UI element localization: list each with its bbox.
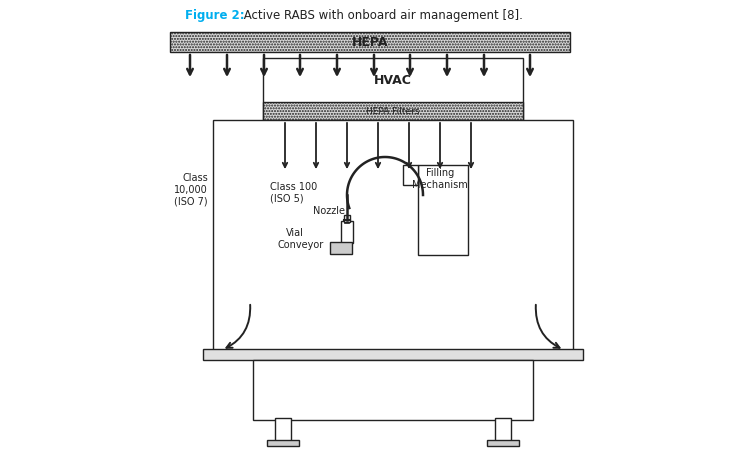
Bar (263, 58, 523, 120)
Bar (213, 120, 573, 355)
Bar (330, 242, 352, 254)
Bar (263, 102, 523, 120)
Text: Figure 2:: Figure 2: (185, 9, 244, 22)
Bar (403, 165, 418, 185)
Bar (344, 215, 350, 222)
Text: HEPA Filters: HEPA Filters (366, 107, 420, 116)
Text: Active RABS with onboard air management [8].: Active RABS with onboard air management … (240, 9, 523, 22)
Bar (170, 32, 570, 52)
Bar (253, 360, 533, 420)
Bar (418, 165, 468, 255)
Text: HEPA: HEPA (352, 36, 389, 49)
Bar (275, 418, 291, 442)
Bar (267, 440, 299, 446)
Text: Nozzle: Nozzle (313, 206, 345, 216)
Text: Class 100
(ISO 5): Class 100 (ISO 5) (270, 182, 317, 203)
Text: Filling
Mechanism: Filling Mechanism (413, 168, 468, 189)
Bar (495, 418, 511, 442)
Text: HVAC: HVAC (374, 73, 412, 86)
Bar (341, 221, 353, 243)
Text: Class
10,000
(ISO 7): Class 10,000 (ISO 7) (174, 173, 208, 207)
Bar (203, 349, 583, 360)
Text: Conveyor: Conveyor (278, 240, 324, 250)
Text: Vial: Vial (286, 228, 304, 238)
Bar (487, 440, 519, 446)
